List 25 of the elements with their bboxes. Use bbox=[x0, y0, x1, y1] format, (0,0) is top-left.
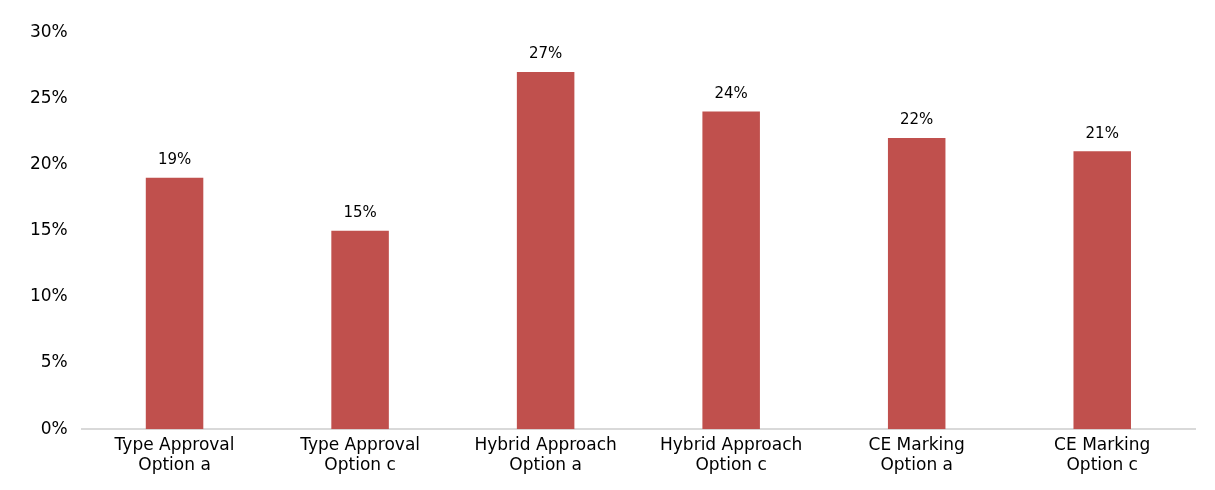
x-tick-label: Type Approval Option a bbox=[113, 433, 235, 475]
y-tick-label: 5% bbox=[40, 351, 68, 372]
y-tick-label: 20% bbox=[29, 152, 68, 173]
y-tick-label: 10% bbox=[29, 285, 68, 306]
data-label: 24% bbox=[714, 83, 748, 102]
data-label: 15% bbox=[343, 203, 377, 222]
data-label: 22% bbox=[900, 110, 934, 129]
data-label: 19% bbox=[157, 150, 192, 169]
data-label: 21% bbox=[1085, 123, 1119, 142]
y-tick-label: 15% bbox=[29, 219, 68, 240]
y-tick-label: 25% bbox=[29, 86, 68, 107]
bar bbox=[1073, 151, 1131, 430]
y-tick-label: 0% bbox=[40, 417, 68, 438]
data-label: 27% bbox=[528, 44, 563, 63]
y-tick-label: 30% bbox=[29, 20, 68, 41]
x-tick-label: CE Marking Option a bbox=[868, 433, 965, 475]
x-tick-label: Hybrid Approach Option a bbox=[474, 433, 617, 475]
bar bbox=[702, 111, 760, 430]
bar bbox=[145, 177, 204, 430]
x-tick-label: CE Marking Option c bbox=[1054, 433, 1151, 475]
bar bbox=[516, 71, 575, 430]
bar bbox=[887, 138, 946, 430]
x-tick-label: Type Approval Option c bbox=[299, 433, 421, 475]
bar bbox=[331, 230, 389, 430]
x-tick-label: Hybrid Approach Option c bbox=[660, 433, 803, 475]
